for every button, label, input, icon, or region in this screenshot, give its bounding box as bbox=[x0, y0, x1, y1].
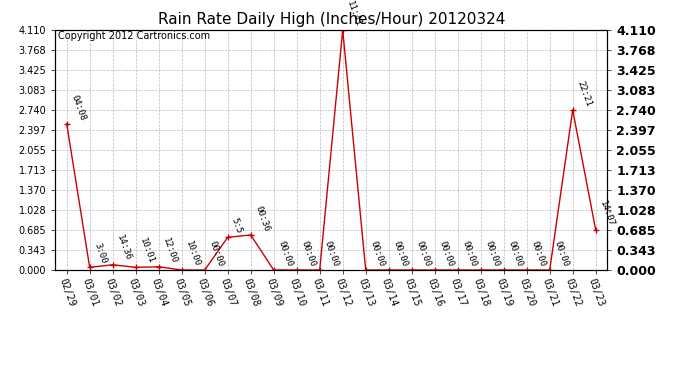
Text: 00:00: 00:00 bbox=[552, 239, 570, 268]
Text: Copyright 2012 Cartronics.com: Copyright 2012 Cartronics.com bbox=[58, 31, 210, 41]
Text: 22:21: 22:21 bbox=[575, 80, 593, 108]
Text: 04:08: 04:08 bbox=[69, 93, 87, 122]
Text: 00:00: 00:00 bbox=[276, 239, 294, 268]
Text: 00:00: 00:00 bbox=[506, 239, 524, 268]
Text: 00:36: 00:36 bbox=[253, 204, 270, 232]
Text: 11:41: 11:41 bbox=[345, 0, 363, 28]
Text: 00:00: 00:00 bbox=[391, 239, 408, 268]
Text: 10:01: 10:01 bbox=[138, 237, 156, 265]
Text: 00:00: 00:00 bbox=[460, 239, 477, 268]
Text: 00:00: 00:00 bbox=[299, 239, 317, 268]
Text: 00:00: 00:00 bbox=[529, 239, 546, 268]
Text: 00:00: 00:00 bbox=[437, 239, 455, 268]
Text: 00:00: 00:00 bbox=[483, 239, 501, 268]
Text: 10:00: 10:00 bbox=[184, 239, 201, 268]
Text: 00:00: 00:00 bbox=[207, 239, 225, 268]
Text: 00:00: 00:00 bbox=[368, 239, 386, 268]
Text: 3:00: 3:00 bbox=[92, 242, 108, 265]
Text: 5:5: 5:5 bbox=[230, 217, 244, 235]
Text: 12:00: 12:00 bbox=[161, 236, 179, 264]
Text: 14:36: 14:36 bbox=[115, 234, 132, 262]
Text: 14:07: 14:07 bbox=[598, 200, 615, 228]
Title: Rain Rate Daily High (Inches/Hour) 20120324: Rain Rate Daily High (Inches/Hour) 20120… bbox=[157, 12, 505, 27]
Text: 00:00: 00:00 bbox=[322, 239, 339, 268]
Text: 00:00: 00:00 bbox=[414, 239, 432, 268]
